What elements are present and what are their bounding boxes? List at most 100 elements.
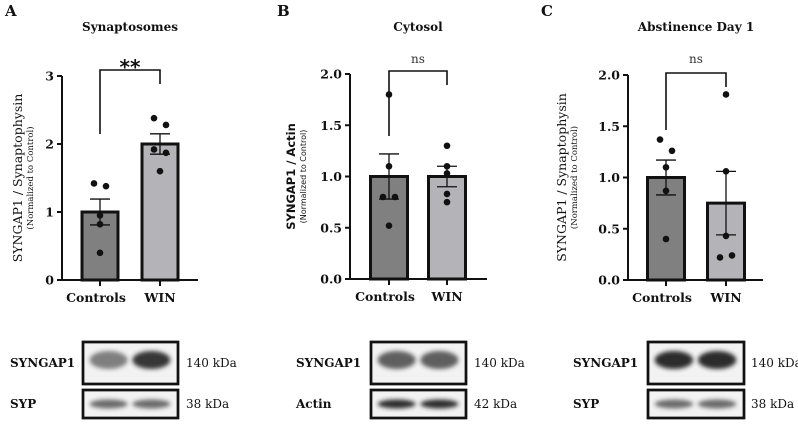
blot-protein-label: Actin: [295, 397, 332, 411]
y-axis-title: SYNGAP1 / Synaptophysin: [554, 93, 569, 262]
y-tick-label: 0.5: [598, 221, 620, 236]
data-point: [90, 180, 98, 187]
x-tick-label: WIN: [709, 290, 741, 305]
data-point: [96, 212, 104, 219]
data-point: [728, 252, 736, 259]
blot-protein-label: SYNGAP1: [573, 356, 638, 370]
blot-kda-label: 140 kDa: [474, 356, 525, 370]
y-axis-subtitle: (Normalized to Control): [25, 126, 36, 229]
data-point: [443, 198, 451, 206]
blot-band: [654, 351, 694, 369]
western-blot-syngap1: [81, 340, 180, 386]
data-point: [662, 235, 670, 243]
data-point: [96, 249, 104, 257]
western-blot-syp: [646, 388, 746, 420]
data-point: [656, 136, 664, 143]
blot-band: [89, 399, 128, 409]
y-tick-label: 1.0: [320, 169, 342, 184]
blot-border: [81, 340, 180, 386]
blot-band: [132, 351, 171, 369]
x-tick-label: WIN: [430, 289, 462, 304]
x-tick-label: Controls: [66, 290, 126, 305]
blot-protein-label: SYP: [10, 397, 36, 411]
chart-title: Cytosol: [393, 20, 443, 34]
data-point: [162, 121, 170, 129]
data-point: [150, 146, 158, 153]
blot-border: [646, 340, 746, 386]
data-point: [162, 149, 170, 157]
blot-band: [132, 399, 171, 409]
blot-kda-label: 38 kDa: [751, 397, 794, 411]
y-axis-subtitle: (Normalized to Control): [569, 126, 580, 229]
data-point: [385, 162, 393, 170]
blot-band: [377, 351, 416, 369]
data-point: [443, 170, 451, 177]
blot-band: [654, 399, 694, 409]
y-tick-label: 2.0: [598, 68, 620, 83]
blot-band: [89, 351, 128, 369]
western-blot-syngap1: [646, 340, 746, 386]
data-point: [716, 254, 724, 261]
y-tick-label: 0.0: [598, 273, 620, 288]
blot-band: [420, 351, 459, 369]
data-point: [443, 142, 451, 150]
data-point: [662, 163, 670, 171]
y-tick-label: 3: [45, 69, 54, 84]
data-point: [668, 147, 676, 155]
y-tick-label: 2: [45, 137, 54, 152]
significance-bracket: [99, 69, 161, 134]
data-point: [443, 190, 451, 198]
data-point: [722, 168, 730, 175]
western-blot-actin: [369, 388, 468, 420]
blot-border: [369, 388, 468, 420]
data-point: [96, 220, 104, 228]
blot-border: [81, 388, 180, 420]
y-axis-label: SYNGAP1 / Synaptophysin (Normalized to Co…: [554, 93, 580, 262]
blot-protein-label: SYP: [573, 397, 599, 411]
y-tick-label: 0.0: [320, 272, 342, 287]
y-tick-label: 1.5: [320, 118, 342, 133]
significance-label: ns: [411, 52, 425, 66]
blot-band: [420, 399, 459, 409]
y-tick-label: 2.0: [320, 67, 342, 82]
y-axis-subtitle: (Normalized to Control): [299, 130, 308, 224]
data-point: [443, 162, 451, 170]
chart-title: Abstinence Day 1: [637, 20, 754, 34]
y-tick-label: 0.5: [320, 220, 342, 235]
western-blot-syp: [81, 388, 180, 420]
y-axis-label: SYNGAP1 / Synaptophysin (Normalized to Co…: [10, 94, 36, 263]
data-point: [662, 187, 670, 195]
y-tick-label: 1.5: [598, 119, 620, 134]
blot-kda-label: 38 kDa: [186, 397, 229, 411]
data-point: [391, 193, 399, 201]
western-blot-syngap1: [369, 340, 468, 386]
panel-letter: C: [541, 2, 553, 20]
blot-border: [369, 340, 468, 386]
blot-band: [697, 351, 737, 369]
blot-protein-label: SYNGAP1: [296, 356, 361, 370]
data-point: [379, 193, 387, 201]
y-tick-label: 1: [45, 205, 54, 220]
blot-kda-label: 140 kDa: [186, 356, 237, 370]
x-tick-label: Controls: [355, 289, 415, 304]
panel-a: A Synaptosomes 0 1 2 3 SYNGAP1 / Synaptophysin…: [4, 2, 237, 420]
panel-b: B Cytosol 0.0 0.5 1.0 1.5 2.0 SYNGAP1 / Actin (N…: [277, 2, 525, 420]
y-tick-label: 1.0: [598, 170, 620, 185]
blot-kda-label: 42 kDa: [474, 397, 517, 411]
significance-label: ns: [689, 52, 703, 66]
data-point: [722, 232, 730, 240]
blot-band: [377, 399, 416, 409]
x-tick-label: Controls: [632, 290, 692, 305]
blot-border: [646, 388, 746, 420]
y-axis-title: SYNGAP1 / Actin: [284, 123, 298, 230]
panel-letter: A: [4, 2, 17, 20]
data-point: [385, 222, 393, 229]
data-point: [722, 91, 730, 98]
y-axis-label: SYNGAP1 / Actin (Normalized to Control): [284, 123, 308, 230]
data-point: [102, 182, 110, 190]
chart-title: Synaptosomes: [82, 20, 178, 34]
data-point: [156, 167, 164, 175]
blot-kda-label: 140 kDa: [751, 356, 798, 370]
blot-band: [697, 399, 737, 409]
